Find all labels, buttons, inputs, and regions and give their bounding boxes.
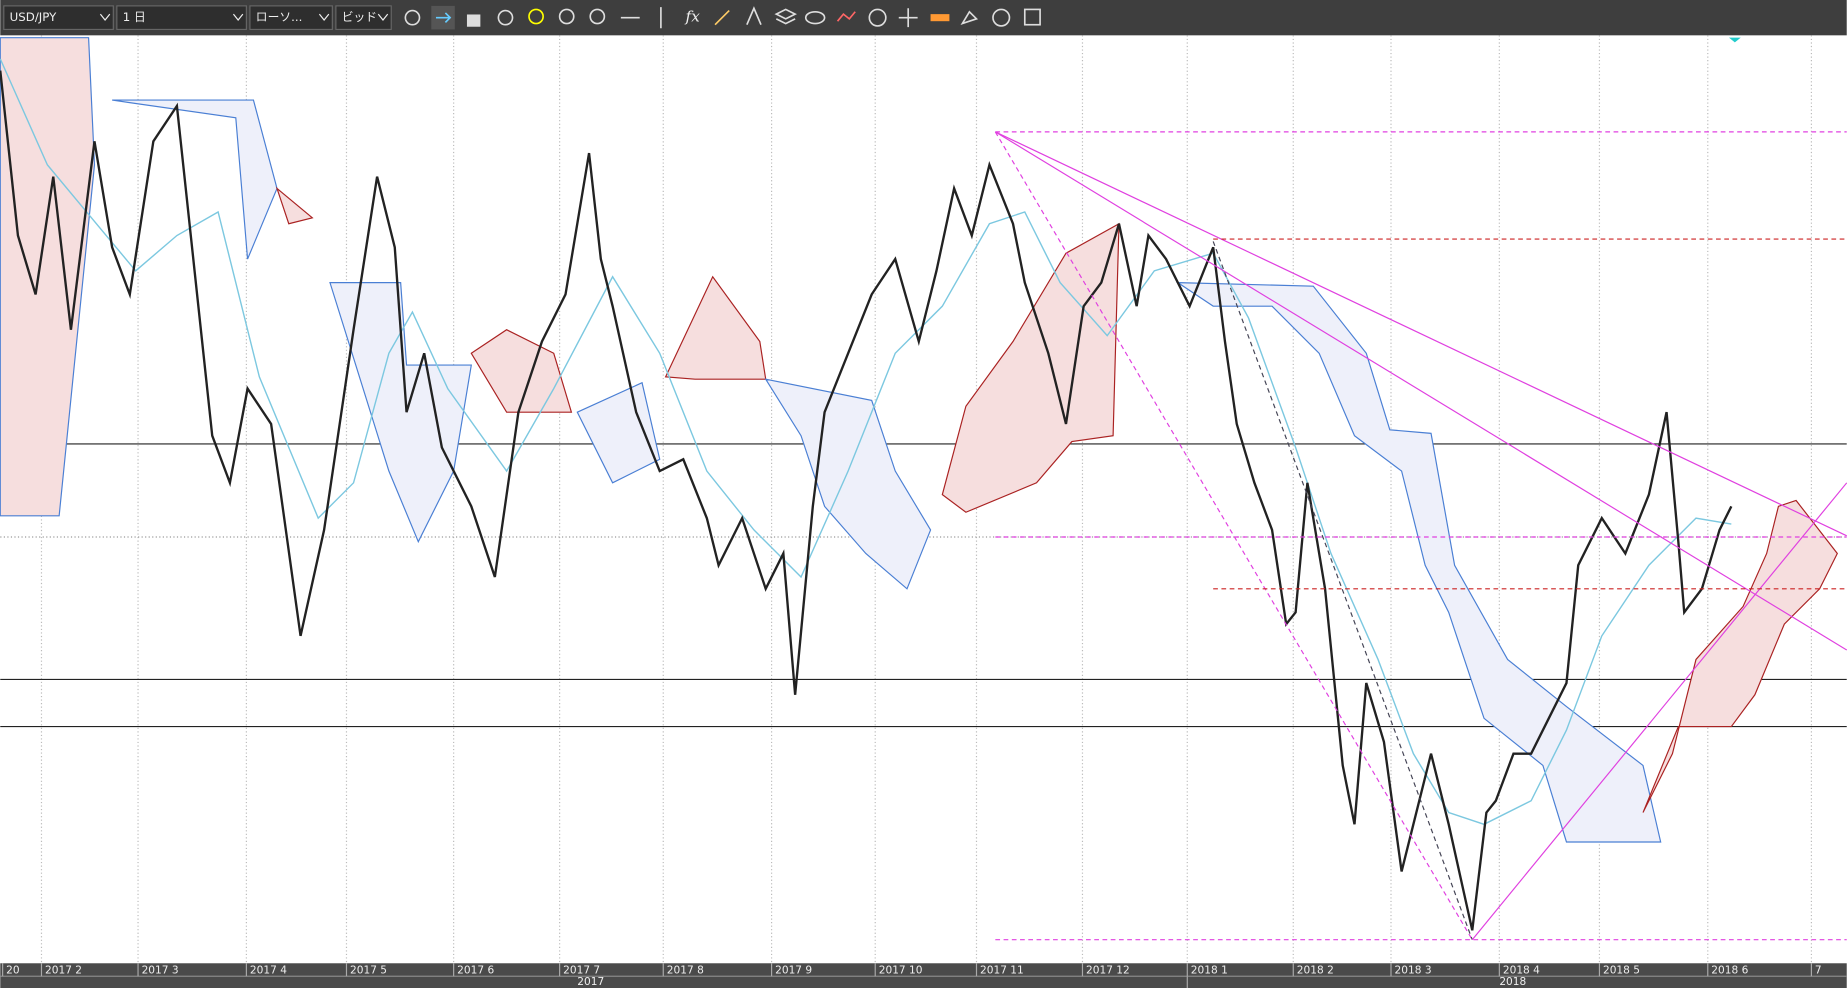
select-box[interactable] [249, 5, 333, 31]
select-arrow [99, 13, 111, 21]
horizontal-lines [0, 443, 1847, 728]
settings-icon[interactable] [992, 8, 1011, 27]
cloud [275, 186, 314, 225]
select-text: 1 日 [123, 10, 146, 24]
month-label: 2018 4 [1503, 964, 1540, 976]
cloud [664, 275, 767, 380]
eye-icon[interactable] [804, 10, 826, 25]
cloud [1642, 499, 1839, 813]
scale-icons[interactable] [620, 7, 662, 29]
text-tool-icon[interactable] [746, 6, 762, 26]
cloud [576, 381, 661, 484]
color-icon[interactable] [930, 14, 950, 22]
month-label: 2017 6 [457, 964, 494, 976]
trend-line [995, 131, 1847, 537]
lock-icon[interactable] [466, 14, 481, 27]
grid [40, 35, 1812, 964]
cloud [112, 99, 278, 260]
trend-line [995, 131, 1847, 651]
trend-line [994, 131, 1473, 941]
trend-line [1212, 241, 1473, 940]
select-text: ビッド [342, 10, 377, 24]
cloud [941, 222, 1120, 513]
toolbar-icons [404, 5, 1041, 30]
save-icon[interactable] [1023, 8, 1041, 26]
conversion-line [0, 58, 1732, 826]
month-label: 2018 5 [1603, 964, 1640, 976]
month-label: 7 [1815, 964, 1822, 976]
zoom-out-icon[interactable] [558, 8, 575, 25]
select-text: ローソ... [256, 10, 303, 24]
indicator-icon[interactable] [836, 11, 856, 22]
time-axis-labels: 20 2017 2 2017 3 2017 4 2017 5 2017 6 2017 7 20… [2, 963, 1822, 988]
month-label: 2017 2 [45, 964, 82, 976]
select-box[interactable] [116, 5, 247, 31]
cloud [329, 282, 472, 544]
month-label: 2018 6 [1711, 964, 1748, 976]
month-label: 2017 10 [879, 964, 923, 976]
select-box[interactable] [335, 5, 392, 31]
year-label: 2018 [1499, 976, 1526, 988]
zoom-in-icon[interactable] [528, 8, 544, 25]
cloud [470, 329, 573, 413]
month-label: 2017 7 [563, 964, 600, 976]
month-label: 2017 3 [142, 964, 179, 976]
select-arrow [232, 13, 244, 21]
marker [1728, 37, 1741, 43]
select-box[interactable] [3, 5, 114, 31]
select-arrow [377, 13, 389, 21]
zoom-fit-icon[interactable] [589, 8, 606, 25]
price-path [0, 70, 1733, 931]
year-label: 2017 [577, 976, 604, 988]
month-label: 2017 11 [980, 964, 1024, 976]
drawing-objects [994, 131, 1847, 941]
month-label: 2018 3 [1395, 964, 1432, 976]
fx-icon[interactable]: fx [685, 8, 701, 26]
fill-icon[interactable] [960, 10, 979, 26]
cloud [764, 378, 932, 590]
month-label: 2017 12 [1086, 964, 1130, 976]
month-label: 2017 5 [350, 964, 387, 976]
zoom-icon[interactable] [497, 9, 514, 26]
month-label: 2018 1 [1191, 964, 1228, 976]
crosshair-icon[interactable] [898, 8, 918, 28]
toolbar-selects: USD/JPY 1 日 ローソ... ビッド [3, 5, 392, 31]
select-arrow [318, 13, 330, 21]
arrow [435, 12, 452, 23]
refresh-icon[interactable] [404, 9, 421, 26]
month-label: 2017 9 [775, 964, 812, 976]
month-label: 2017 4 [250, 964, 287, 976]
pen-icon[interactable] [714, 10, 730, 26]
trend-line [1471, 482, 1847, 941]
month-label: 20 [6, 964, 20, 976]
cloud [1175, 281, 1662, 843]
month-label: 2018 2 [1297, 964, 1334, 976]
ichimoku-cloud [0, 37, 1839, 843]
select-text: USD/JPY [10, 10, 57, 24]
month-label: 2017 8 [667, 964, 704, 976]
layers-icon[interactable] [774, 8, 797, 25]
cloud [0, 37, 96, 517]
info-icon[interactable] [868, 8, 887, 27]
